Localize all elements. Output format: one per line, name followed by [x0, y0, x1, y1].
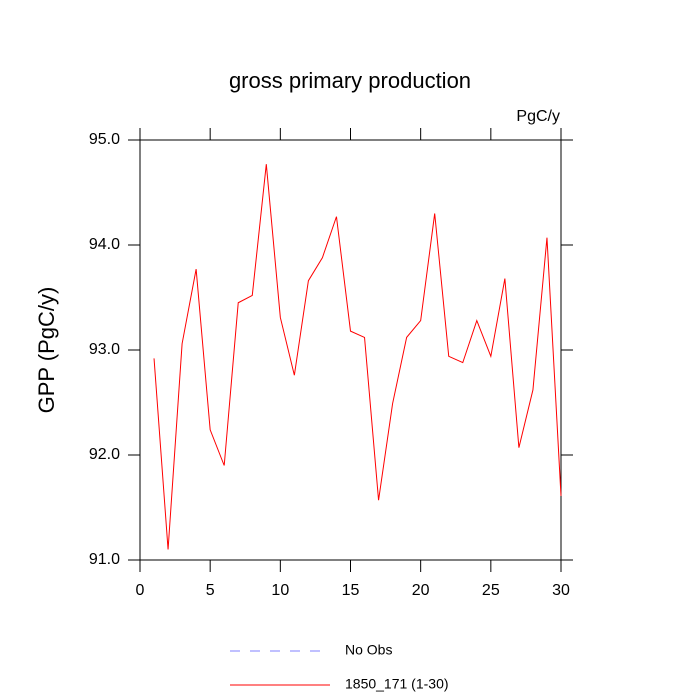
y-tick-label: 95.0 — [89, 131, 120, 148]
y-tick-label: 93.0 — [89, 341, 120, 358]
x-tick-label: 25 — [482, 582, 500, 599]
x-tick-label: 15 — [342, 582, 360, 599]
legend-label: 1850_171 (1-30) — [345, 676, 449, 692]
x-tick-label: 20 — [412, 582, 430, 599]
y-tick-label: 91.0 — [89, 551, 120, 568]
x-tick-label: 10 — [271, 582, 289, 599]
units-label: PgC/y — [516, 108, 560, 125]
chart-title: gross primary production — [229, 68, 471, 93]
y-axis-title: GPP (PgC/y) — [34, 287, 59, 414]
x-tick-label: 5 — [206, 582, 215, 599]
y-tick-label: 94.0 — [89, 236, 120, 253]
x-tick-label: 0 — [136, 582, 145, 599]
legend-label: No Obs — [345, 642, 392, 658]
y-tick-label: 92.0 — [89, 446, 120, 463]
x-tick-label: 30 — [552, 582, 570, 599]
data-line — [153, 164, 562, 550]
